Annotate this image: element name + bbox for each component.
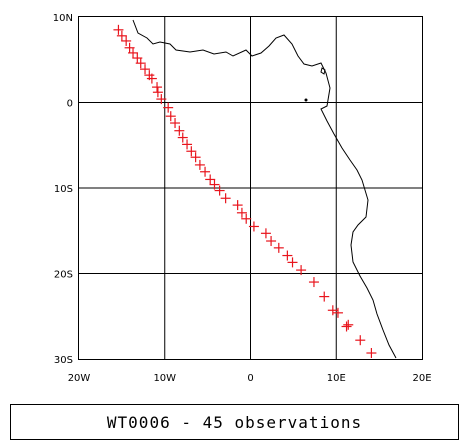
x-tick-label: 0 bbox=[247, 373, 253, 384]
observation-marker bbox=[248, 221, 259, 232]
observation-marker bbox=[165, 111, 176, 122]
y-tick-label: 10S bbox=[54, 184, 73, 195]
observation-marker bbox=[132, 53, 143, 64]
observation-marker bbox=[308, 277, 319, 288]
observation-marker bbox=[194, 159, 205, 170]
observation-marker bbox=[343, 319, 354, 330]
observation-marker bbox=[287, 257, 298, 268]
observation-markers bbox=[113, 24, 377, 359]
africa-coastline bbox=[132, 19, 397, 359]
observation-marker bbox=[140, 64, 151, 75]
y-tick-label: 0 bbox=[67, 99, 73, 110]
observation-marker bbox=[232, 200, 243, 211]
observation-marker bbox=[241, 213, 252, 224]
tick-labels: 20W 10W 0 10E 20E 10N 0 10S 20S 30S bbox=[53, 13, 432, 384]
x-tick-label: 10W bbox=[153, 373, 176, 384]
observation-marker bbox=[152, 82, 163, 93]
observation-marker bbox=[332, 307, 343, 318]
observation-marker bbox=[121, 35, 132, 46]
observation-marker bbox=[327, 305, 338, 316]
observation-marker bbox=[156, 94, 167, 105]
observation-marker bbox=[128, 47, 139, 58]
observation-marker bbox=[186, 146, 197, 157]
observation-marker bbox=[174, 125, 185, 136]
observation-marker bbox=[209, 179, 220, 190]
observation-marker bbox=[266, 236, 277, 247]
caption-box: WT0006 - 45 observations bbox=[10, 404, 459, 440]
map-grid bbox=[79, 17, 422, 359]
observation-marker bbox=[146, 73, 157, 84]
observation-marker bbox=[205, 174, 216, 185]
observation-marker bbox=[152, 87, 163, 98]
observation-marker bbox=[366, 348, 377, 359]
observation-marker bbox=[220, 193, 231, 204]
island-outline bbox=[320, 67, 326, 75]
observation-marker bbox=[319, 291, 330, 302]
x-tick-label: 20W bbox=[68, 373, 91, 384]
map-frame bbox=[78, 16, 423, 360]
observation-marker bbox=[273, 242, 284, 253]
observation-marker bbox=[260, 228, 271, 239]
observation-marker bbox=[190, 152, 201, 163]
observation-marker bbox=[282, 250, 293, 261]
observation-marker bbox=[163, 102, 174, 113]
observation-marker bbox=[341, 321, 352, 332]
x-tick-label: 20E bbox=[412, 373, 431, 384]
observation-marker bbox=[135, 58, 146, 69]
observation-marker bbox=[214, 185, 225, 196]
observation-marker bbox=[182, 139, 193, 150]
observation-marker bbox=[113, 24, 124, 35]
x-tick-label: 10E bbox=[327, 373, 346, 384]
observation-marker bbox=[124, 42, 135, 53]
observation-marker bbox=[355, 335, 366, 346]
observation-marker bbox=[116, 30, 127, 41]
y-tick-label: 10N bbox=[53, 13, 73, 24]
y-tick-label: 20S bbox=[54, 270, 73, 281]
island-dot bbox=[304, 98, 308, 102]
observation-marker bbox=[170, 118, 181, 129]
caption-text: WT0006 - 45 observations bbox=[106, 412, 363, 432]
observation-marker bbox=[200, 166, 211, 177]
observation-marker bbox=[177, 132, 188, 143]
observation-marker bbox=[296, 265, 307, 276]
y-tick-label: 30S bbox=[54, 355, 73, 366]
observation-marker bbox=[236, 207, 247, 218]
